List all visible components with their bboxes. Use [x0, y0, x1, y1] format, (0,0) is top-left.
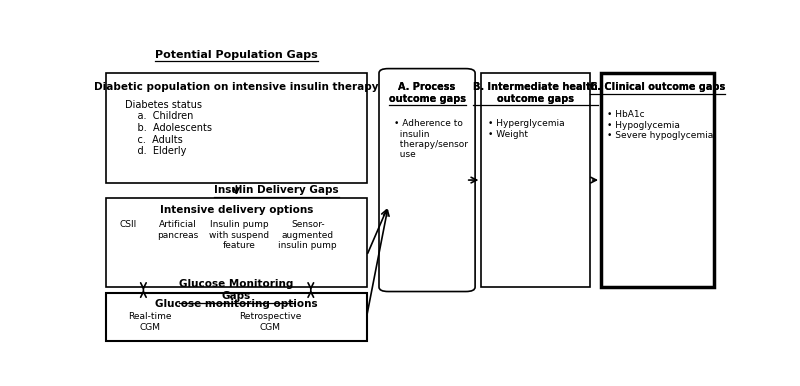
FancyBboxPatch shape	[482, 73, 590, 287]
Text: Intensive delivery options: Intensive delivery options	[160, 205, 313, 215]
FancyBboxPatch shape	[106, 293, 366, 340]
Text: C. Clinical outcome gaps: C. Clinical outcome gaps	[590, 82, 725, 92]
Text: C. Clinical outcome gaps: C. Clinical outcome gaps	[590, 82, 725, 92]
FancyBboxPatch shape	[601, 73, 714, 287]
FancyBboxPatch shape	[106, 198, 366, 287]
Text: CSII: CSII	[119, 220, 137, 229]
Text: Artificial
pancreas: Artificial pancreas	[157, 220, 198, 240]
Text: Diabetic population on intensive insulin therapy: Diabetic population on intensive insulin…	[94, 82, 378, 92]
FancyBboxPatch shape	[379, 69, 475, 291]
Text: Real-time
CGM: Real-time CGM	[128, 312, 171, 332]
Text: Retrospective
CGM: Retrospective CGM	[239, 312, 302, 332]
Text: Glucose monitoring options: Glucose monitoring options	[155, 299, 318, 309]
Text: B. Intermediate health
outcome gaps: B. Intermediate health outcome gaps	[474, 82, 598, 103]
Text: Insulin pump
with suspend
feature: Insulin pump with suspend feature	[210, 220, 270, 250]
Text: • HbA1c
• Hypoglycemia
• Severe hypoglycemia: • HbA1c • Hypoglycemia • Severe hypoglyc…	[607, 110, 714, 140]
FancyBboxPatch shape	[106, 73, 366, 183]
Text: Diabetes status
    a.  Children
    b.  Adolescents
    c.  Adults
    d.  Elde: Diabetes status a. Children b. Adolescen…	[125, 100, 212, 156]
Text: • Adherence to
  insulin
  therapy/sensor
  use: • Adherence to insulin therapy/sensor us…	[394, 119, 469, 159]
Text: A. Process
outcome gaps: A. Process outcome gaps	[389, 82, 466, 103]
Text: Glucose Monitoring
Gaps: Glucose Monitoring Gaps	[179, 279, 294, 301]
Text: A. Process
outcome gaps: A. Process outcome gaps	[389, 82, 466, 103]
Text: Insulin Delivery Gaps: Insulin Delivery Gaps	[214, 185, 339, 195]
Text: B. Intermediate health
outcome gaps: B. Intermediate health outcome gaps	[474, 82, 598, 103]
Text: Potential Population Gaps: Potential Population Gaps	[155, 50, 318, 60]
Text: • Hyperglycemia
• Weight: • Hyperglycemia • Weight	[487, 119, 564, 139]
Text: Sensor-
augmented
insulin pump: Sensor- augmented insulin pump	[278, 220, 337, 250]
